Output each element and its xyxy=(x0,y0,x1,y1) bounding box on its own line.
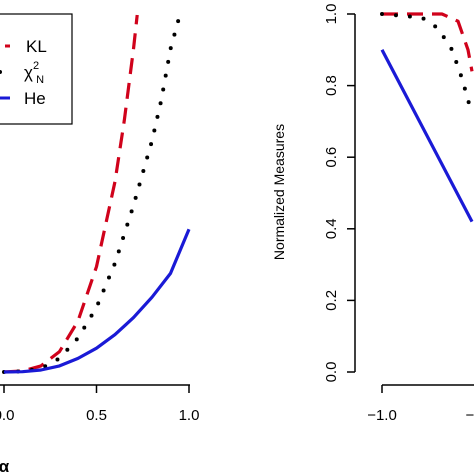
left-x-tick-label: 1.0 xyxy=(179,407,200,424)
left-x-tick-label: 0.0 xyxy=(0,407,14,424)
legend-label-chi2n-sup: 2 xyxy=(33,60,39,72)
legend-label-chi2n-sub: N xyxy=(36,74,44,86)
right-x-tick-label: −1.0 xyxy=(367,407,397,424)
right-x-tick-label-partial: −0 xyxy=(465,407,474,424)
right-series-n xyxy=(380,12,474,117)
legend-label-chi2n: χ2 N xyxy=(24,60,44,86)
legend-label-chi2n-main: χ xyxy=(24,63,33,82)
right-panel: 0.0 0.2 0.4 0.6 0.8 1.0 −1.0 −0 Normalized Mea… xyxy=(271,4,474,424)
right-y-tick-label: 0.4 xyxy=(323,218,340,239)
legend-box xyxy=(0,13,73,125)
left-panel: 0.0 0.5 1.0 α KL χ2 N He xyxy=(0,13,199,474)
right-y-tick-label: 0.0 xyxy=(323,362,340,383)
right-series-he xyxy=(380,49,474,223)
right-y-tick-label: 0.8 xyxy=(323,75,340,96)
right-y-tick-label: 0.6 xyxy=(323,147,340,168)
legend-label-kl: KL xyxy=(26,37,47,56)
right-y-tick-label: 1.0 xyxy=(323,4,340,25)
right-series-kl xyxy=(382,12,474,72)
right-y-axis-title: Normalized Measures xyxy=(271,124,287,260)
legend: KL χ2 N He xyxy=(0,13,73,125)
left-x-ticks: 0.0 0.5 1.0 xyxy=(0,385,199,424)
right-y-ticks: 0.0 0.2 0.4 0.6 0.8 1.0 xyxy=(323,4,355,383)
legend-entry-kl: KL xyxy=(26,37,47,56)
left-series-group xyxy=(2,13,191,374)
left-x-tick-label: 0.5 xyxy=(86,407,107,424)
left-series-he xyxy=(3,228,191,374)
left-x-axis-title: α xyxy=(0,457,10,474)
right-y-tick-label: 0.2 xyxy=(323,290,340,311)
legend-label-he: He xyxy=(24,89,46,108)
right-series-group xyxy=(380,12,474,223)
right-x-ticks: −1.0 −0 xyxy=(367,385,474,424)
legend-entry-he: He xyxy=(0,89,46,108)
legend-entry-chi2n: χ2 N xyxy=(24,60,44,86)
